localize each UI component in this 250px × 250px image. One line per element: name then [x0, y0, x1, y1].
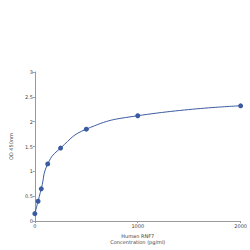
svg-text:Concentration (pg/ml): Concentration (pg/ml) — [110, 239, 165, 246]
svg-text:0: 0 — [33, 223, 36, 229]
svg-text:Human RNF7: Human RNF7 — [121, 233, 155, 239]
svg-text:0: 0 — [29, 218, 33, 225]
svg-text:3: 3 — [30, 69, 33, 75]
svg-text:1: 1 — [30, 168, 33, 174]
svg-text:1000: 1000 — [131, 223, 144, 229]
svg-text:2000: 2000 — [234, 223, 247, 229]
svg-text:2: 2 — [30, 119, 33, 125]
svg-text:0.5: 0.5 — [25, 193, 33, 199]
svg-text:OD 450nm: OD 450nm — [8, 133, 14, 160]
svg-text:1.5: 1.5 — [25, 144, 33, 150]
svg-text:2.5: 2.5 — [25, 94, 33, 100]
